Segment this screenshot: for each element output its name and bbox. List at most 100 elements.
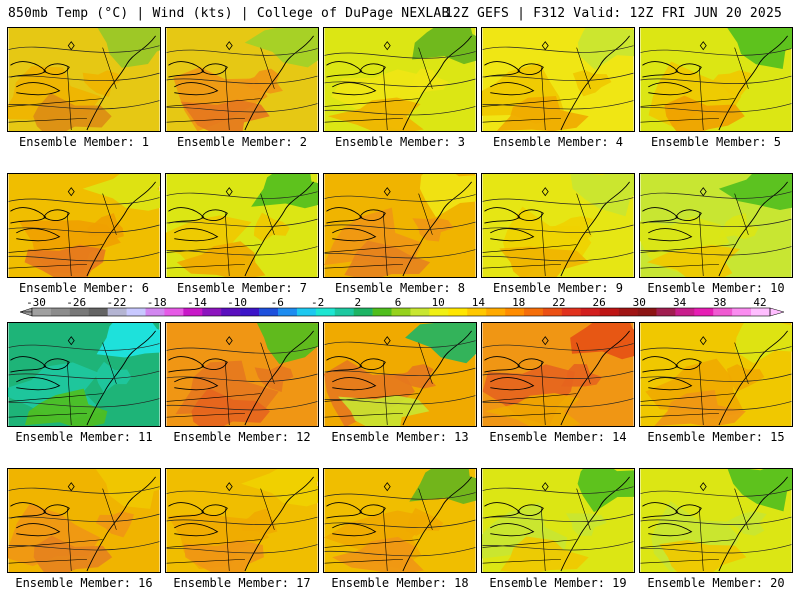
height-contour — [482, 45, 634, 53]
state-borders — [324, 193, 433, 277]
lake-ontario-outline — [201, 63, 228, 76]
lake-erie-outline — [174, 523, 219, 537]
coastline — [560, 35, 630, 131]
height-contour — [482, 541, 634, 551]
height-contour — [166, 218, 318, 228]
temperature-map — [165, 173, 319, 278]
state-borders — [8, 342, 117, 426]
temperature-region — [183, 539, 264, 572]
state-borders — [8, 47, 117, 131]
colorbar-tick-label: 34 — [673, 296, 687, 309]
colorbar-tick-label: 26 — [592, 296, 605, 309]
colorbar-swatch — [315, 308, 336, 316]
colorbar-tick-label: -26 — [66, 296, 86, 309]
height-contour — [8, 100, 160, 110]
height-contour — [166, 346, 318, 354]
lake-ontario-outline — [675, 63, 702, 76]
colorbar-swatch — [505, 308, 525, 316]
colorbar-swatch — [448, 308, 468, 316]
lake-ontario-outline — [43, 63, 70, 76]
great-lakes-outline — [484, 356, 521, 373]
lake-ontario-outline — [517, 358, 544, 371]
colorbar-tick-label: -30 — [26, 296, 46, 309]
lake-ontario-outline — [517, 209, 544, 222]
great-lakes-outline — [10, 61, 47, 78]
ensemble-member-label: Ensemble Member: 16 — [15, 576, 153, 590]
lake-ontario-outline — [359, 63, 386, 76]
colorbar-swatch — [334, 308, 354, 316]
lake-ontario-outline — [201, 358, 228, 371]
ensemble-member-label: Ensemble Member: 13 — [331, 430, 469, 444]
lake-ontario-outline — [675, 209, 702, 222]
temperature-map — [639, 173, 793, 278]
height-contour — [324, 194, 476, 202]
temperature-map — [639, 27, 793, 132]
station-marker-icon — [699, 41, 707, 51]
lake-erie-outline — [16, 82, 61, 96]
lake-ontario-outline — [201, 209, 228, 222]
great-lakes-outline — [484, 207, 521, 224]
temperature-region — [176, 241, 266, 277]
lake-erie-outline — [490, 82, 535, 96]
temperature-region — [327, 97, 424, 131]
height-contour — [640, 401, 792, 411]
ensemble-panel: Ensemble Member: 19 — [481, 468, 635, 595]
colorbar-swatch — [580, 308, 600, 316]
ensemble-panel: Ensemble Member: 14 — [481, 322, 635, 449]
coastline — [718, 181, 788, 277]
great-lakes-outline — [326, 207, 363, 224]
temperature-map — [481, 173, 635, 278]
height-contour — [8, 398, 160, 408]
station-marker-icon — [541, 187, 549, 197]
great-lakes-outline — [326, 61, 363, 78]
colorbar-tick-label: -10 — [227, 296, 247, 309]
colorbar-swatch — [675, 308, 695, 316]
temperature-map — [639, 322, 793, 427]
lake-ontario-outline — [43, 209, 70, 222]
temperature-region — [24, 244, 106, 277]
colorbar-tick-label: 18 — [512, 296, 525, 309]
colorbar-tick-label: -6 — [271, 296, 284, 309]
lake-erie-outline — [332, 377, 377, 391]
state-borders — [482, 342, 591, 426]
lake-ontario-outline — [43, 504, 70, 517]
ensemble-member-label: Ensemble Member: 15 — [647, 430, 785, 444]
colorbar-border — [31, 307, 771, 317]
temperature-region — [419, 174, 476, 218]
coastline — [402, 330, 472, 426]
lake-ontario-outline — [201, 504, 228, 517]
temperature-map — [481, 468, 635, 573]
ensemble-panel: Ensemble Member: 18 — [323, 468, 477, 595]
height-contour — [8, 541, 160, 551]
great-lakes-outline — [168, 356, 205, 373]
colorbar-swatch — [410, 308, 430, 316]
height-contour — [640, 246, 792, 256]
state-borders — [166, 488, 275, 572]
height-contour — [324, 492, 476, 500]
state-borders — [324, 342, 433, 426]
height-contour — [166, 48, 318, 56]
temperature-region — [96, 323, 160, 358]
temperature-map — [165, 468, 319, 573]
great-lakes-outline — [484, 502, 521, 519]
coastline — [86, 35, 156, 131]
run-info: 12Z GEFS | F312 Valid: 12Z FRI JUN 20 20… — [444, 6, 782, 21]
temperature-region — [241, 469, 318, 507]
ensemble-panel: Ensemble Member: 6 — [7, 173, 161, 300]
colorbar-tick-label: -18 — [147, 296, 167, 309]
height-contour — [324, 395, 476, 405]
temperature-region — [87, 213, 124, 240]
temperature-region — [577, 469, 634, 513]
lake-ontario-outline — [43, 358, 70, 371]
height-contour — [324, 547, 476, 557]
temperature-region — [239, 508, 278, 535]
temperature-region — [646, 244, 741, 277]
temperature-region — [412, 217, 454, 242]
colorbar-swatch — [259, 308, 279, 316]
height-contour — [640, 544, 792, 554]
colorbar-min-arrow — [19, 311, 33, 317]
ensemble-panel: Ensemble Member: 8 — [323, 173, 477, 300]
lake-ontario-outline — [675, 504, 702, 517]
temperature-map — [165, 27, 319, 132]
temperature-region — [244, 28, 318, 68]
